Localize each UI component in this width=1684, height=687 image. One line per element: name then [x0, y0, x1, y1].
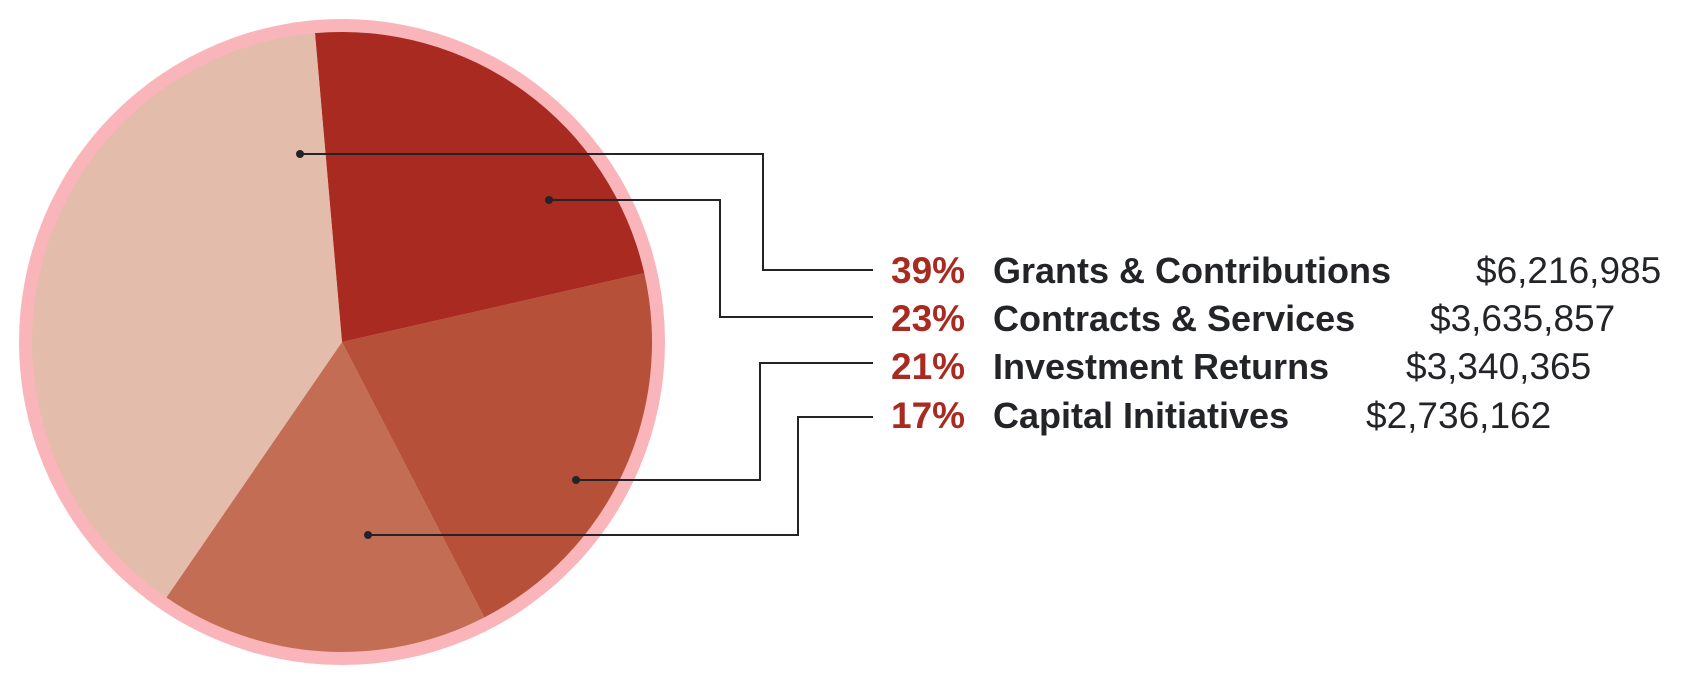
legend-percent: 21% [891, 346, 965, 387]
pie-slice-contracts-services [314, 32, 645, 343]
pie-slice-capital-initiatives [166, 342, 485, 653]
legend-amount: $2,736,162 [1366, 395, 1551, 436]
legend-percent: 17% [891, 395, 965, 436]
legend-row-capital-initiatives: 17% Capital Initiatives $2,736,162 [891, 395, 1551, 436]
legend-amount: $3,635,857 [1430, 298, 1615, 339]
pie-slices [31, 32, 652, 653]
leader-line-capital-initiatives [368, 416, 873, 536]
legend: 39% Grants & Contributions $6,216,985 23% Co… [891, 250, 1661, 436]
leader-dot-investment-returns [572, 476, 580, 484]
legend-row-investment-returns: 21% Investment Returns $3,340,365 [891, 346, 1591, 387]
leader-dot-capital-initiatives [364, 531, 372, 539]
leader-dot-grants-contributions [296, 150, 304, 158]
legend-row-contracts-services: 23% Contracts & Services $3,635,857 [891, 298, 1615, 339]
legend-percent: 23% [891, 298, 965, 339]
legend-percent: 39% [891, 250, 965, 291]
leader-line-investment-returns [576, 362, 873, 481]
leader-dot-contracts-services [545, 196, 553, 204]
legend-label: Contracts & Services [993, 298, 1355, 339]
legend-label: Investment Returns [993, 346, 1329, 387]
leader-lines [296, 150, 873, 539]
legend-row-grants-contributions: 39% Grants & Contributions $6,216,985 [891, 250, 1661, 291]
pie-slice-grants-contributions [31, 33, 343, 598]
leader-line-contracts-services [549, 199, 873, 318]
legend-label: Capital Initiatives [993, 395, 1289, 436]
pie-slice-investment-returns [342, 273, 652, 618]
legend-label: Grants & Contributions [993, 250, 1391, 291]
leader-line-grants-contributions [300, 153, 873, 271]
legend-amount: $6,216,985 [1476, 250, 1661, 291]
legend-amount: $3,340,365 [1406, 346, 1591, 387]
